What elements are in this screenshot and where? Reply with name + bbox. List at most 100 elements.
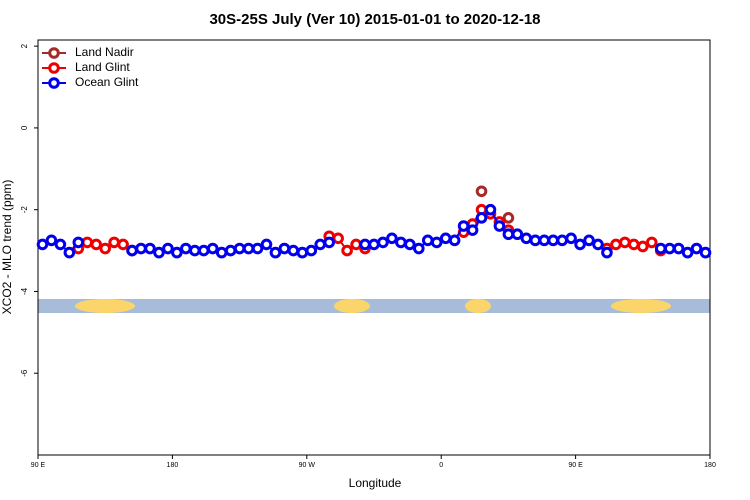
point xyxy=(511,228,524,241)
point xyxy=(502,228,515,241)
point xyxy=(699,246,712,259)
point xyxy=(224,244,237,257)
point xyxy=(430,236,443,249)
point xyxy=(681,246,694,259)
point xyxy=(484,203,497,216)
point xyxy=(323,236,336,249)
legend-label: Land Glint xyxy=(75,60,130,74)
point xyxy=(628,238,640,251)
point xyxy=(45,234,58,247)
y-tick-label: -6 xyxy=(20,369,29,377)
point xyxy=(439,232,452,245)
point xyxy=(448,234,461,247)
point xyxy=(556,234,568,247)
point xyxy=(215,246,228,259)
point xyxy=(421,234,434,247)
point xyxy=(404,238,416,251)
x-tick-label: 90 W xyxy=(299,462,316,469)
point xyxy=(305,244,318,257)
x-tick-label: 180 xyxy=(704,462,716,469)
point xyxy=(565,232,577,245)
point xyxy=(520,232,533,245)
point xyxy=(296,246,309,259)
point xyxy=(81,236,94,249)
point xyxy=(529,234,542,247)
point xyxy=(592,238,604,251)
point xyxy=(475,212,488,224)
point xyxy=(350,238,362,251)
x-tick-label: 0 xyxy=(439,462,443,469)
y-axis-label: XCO2 - MLO trend (ppm) xyxy=(0,180,14,315)
x-axis-label: Longitude xyxy=(349,476,402,490)
point xyxy=(72,236,85,249)
point xyxy=(251,242,264,255)
point xyxy=(386,232,398,245)
chart-title: 30S-25S July (Ver 10) 2015-01-01 to 2020… xyxy=(209,11,540,28)
point xyxy=(242,242,255,255)
point xyxy=(197,244,210,257)
point xyxy=(368,238,380,251)
land-band xyxy=(611,299,671,313)
legend-label: Land Nadir xyxy=(75,45,134,59)
point xyxy=(126,244,138,257)
point xyxy=(475,185,488,198)
y-tick-label: 2 xyxy=(20,43,29,48)
point xyxy=(341,244,353,257)
point xyxy=(663,242,676,255)
point xyxy=(135,242,147,255)
point xyxy=(601,246,613,259)
point xyxy=(63,246,76,259)
point xyxy=(395,236,407,249)
point xyxy=(574,238,586,251)
point xyxy=(287,244,300,257)
legend-marker xyxy=(48,62,60,74)
point xyxy=(672,242,685,255)
point xyxy=(108,236,120,249)
point xyxy=(690,242,703,255)
y-tick-label: -4 xyxy=(20,287,29,295)
point xyxy=(538,234,551,247)
point xyxy=(413,242,425,255)
y-tick-label: 0 xyxy=(20,125,29,130)
point xyxy=(493,220,506,232)
point xyxy=(117,238,129,251)
point xyxy=(206,242,219,255)
point xyxy=(36,238,49,251)
point xyxy=(654,242,667,255)
point xyxy=(637,240,649,253)
point xyxy=(610,238,622,251)
ocean-band xyxy=(38,299,710,313)
point xyxy=(645,236,658,249)
point xyxy=(153,246,165,259)
point xyxy=(233,242,246,255)
point xyxy=(377,236,389,249)
point xyxy=(260,238,273,251)
legend-marker xyxy=(48,47,60,59)
point xyxy=(180,242,192,255)
point xyxy=(457,220,470,232)
point xyxy=(502,212,515,224)
x-tick-label: 90 E xyxy=(568,462,583,469)
y-tick-label: -2 xyxy=(20,206,29,214)
point xyxy=(90,238,103,251)
land-band xyxy=(75,299,135,313)
point xyxy=(144,242,156,255)
point xyxy=(359,238,371,251)
point xyxy=(189,244,201,257)
point xyxy=(99,242,111,255)
point xyxy=(332,232,344,245)
point xyxy=(162,242,174,255)
point xyxy=(278,242,291,255)
x-tick-label: 180 xyxy=(167,462,179,469)
land-band xyxy=(334,299,370,313)
point xyxy=(619,236,631,249)
point xyxy=(314,238,327,251)
point xyxy=(171,246,183,259)
point xyxy=(466,224,479,236)
point xyxy=(54,238,67,251)
legend-label: Ocean Glint xyxy=(75,75,139,89)
point xyxy=(547,234,560,247)
